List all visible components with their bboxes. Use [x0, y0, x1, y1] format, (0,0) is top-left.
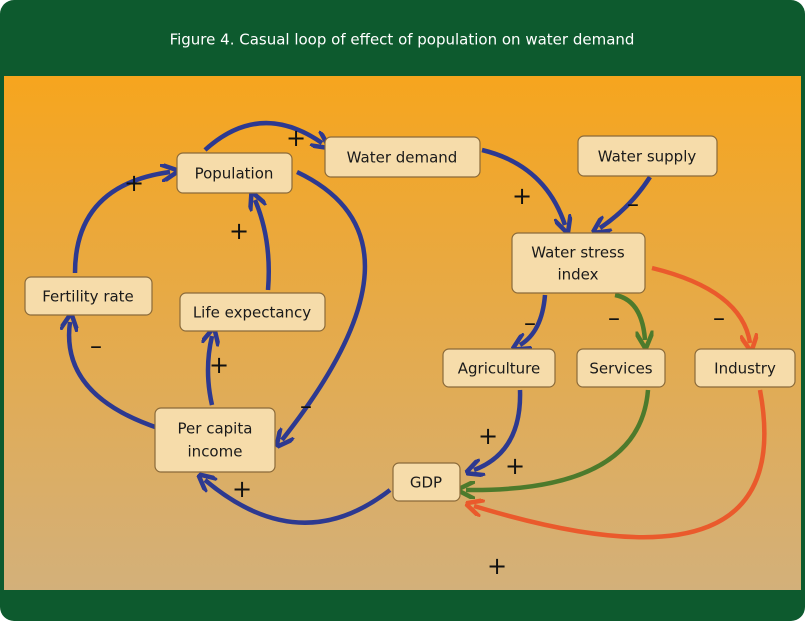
arrow	[69, 322, 159, 431]
arrow	[520, 294, 548, 345]
title: Figure 4. Casual loop of effect of popul…	[170, 31, 635, 49]
node-box	[154, 407, 276, 473]
node-label: Per capita	[178, 420, 253, 438]
node-box	[442, 348, 556, 388]
edge-sign: +	[286, 124, 306, 152]
node-label: Population	[195, 165, 274, 183]
node-box	[179, 292, 326, 332]
arrow	[72, 172, 170, 274]
edge-sign: +	[478, 422, 498, 450]
node-box	[511, 232, 646, 294]
node-box	[324, 136, 481, 178]
node-label: Water supply	[598, 148, 697, 166]
edge-sign: +	[487, 552, 507, 580]
arrow	[474, 389, 523, 470]
node-label: Fertility rate	[42, 288, 134, 306]
arrow	[474, 389, 767, 540]
node-label: Services	[589, 360, 652, 378]
arrow	[203, 121, 322, 152]
node-label: Agriculture	[458, 360, 541, 378]
node-label: Water demand	[347, 149, 458, 167]
arrow	[466, 389, 651, 490]
node-box	[577, 135, 718, 177]
edge-sign: +	[124, 169, 144, 197]
edge-sign: +	[512, 182, 532, 210]
node-label: GDP	[410, 474, 442, 492]
arrow	[600, 175, 652, 228]
arrow	[282, 169, 367, 440]
node-box	[576, 348, 666, 388]
node-box	[176, 152, 293, 194]
arrow	[205, 480, 392, 525]
edge-sign: –	[300, 392, 312, 420]
node-box	[694, 348, 796, 388]
node-label: Water stress	[531, 244, 625, 262]
arrow	[481, 147, 565, 225]
arrow	[255, 200, 272, 291]
edge-sign: +	[505, 452, 525, 480]
node-label: income	[188, 443, 243, 461]
edge-sign: +	[232, 475, 252, 503]
node-box	[392, 462, 461, 502]
node-label: Life expectancy	[193, 304, 311, 322]
node-label: Industry	[714, 360, 776, 378]
arrow	[651, 265, 750, 343]
edge-sign: –	[90, 332, 102, 360]
arrow	[614, 292, 645, 340]
signs: + + – + + – – + – – – + + + +	[90, 124, 725, 580]
edge-sign: –	[713, 304, 725, 332]
edge-sign: –	[627, 190, 639, 218]
arrows	[69, 121, 767, 540]
node-label: index	[557, 266, 598, 284]
edge-sign: +	[229, 217, 249, 245]
node-box	[24, 276, 153, 316]
arrow	[208, 336, 212, 406]
edge-sign: –	[524, 309, 536, 337]
edge-sign: –	[608, 304, 620, 332]
edge-sign: +	[209, 351, 229, 379]
nodes: Population Water demand Water supply Wat…	[24, 135, 796, 502]
